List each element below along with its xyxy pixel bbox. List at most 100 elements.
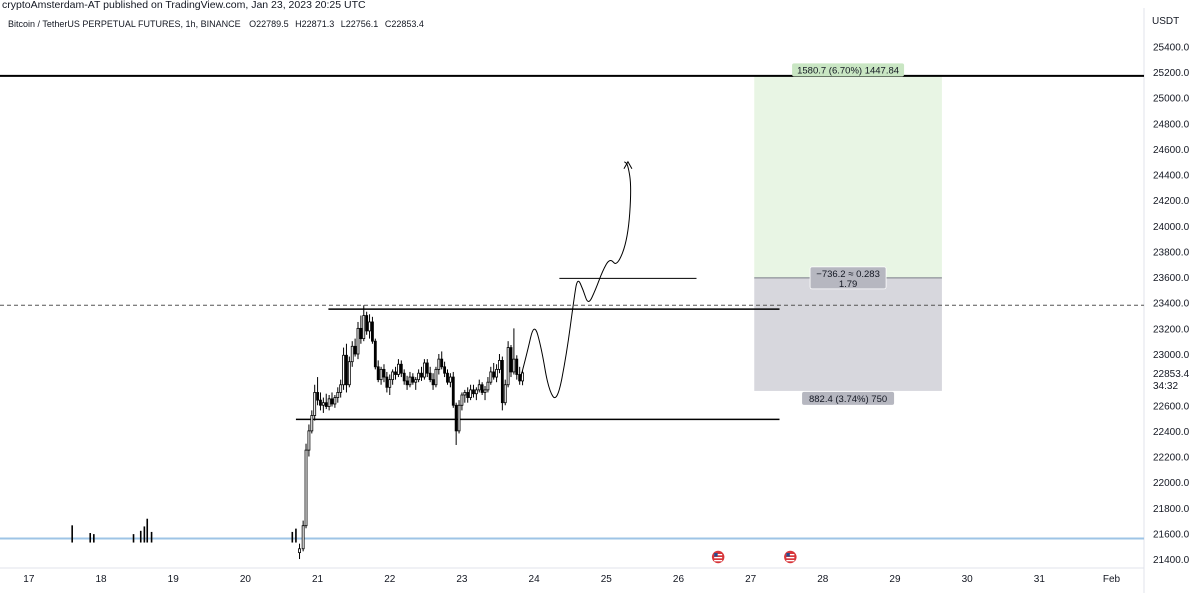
- candle[interactable]: [371, 316, 374, 344]
- candle[interactable]: [483, 386, 487, 401]
- candle[interactable]: [460, 392, 464, 411]
- candle[interactable]: [492, 362, 496, 380]
- candle[interactable]: [301, 520, 305, 552]
- candle[interactable]: [422, 359, 426, 380]
- horizontal-lines[interactable]: [0, 74, 1144, 540]
- candle[interactable]: [368, 314, 371, 339]
- candle[interactable]: [313, 384, 317, 421]
- candle[interactable]: [486, 377, 490, 393]
- candle[interactable]: [342, 347, 345, 390]
- candle-body: [327, 398, 331, 407]
- candle[interactable]: [425, 359, 429, 378]
- candle[interactable]: [480, 382, 484, 396]
- candle[interactable]: [437, 353, 441, 375]
- loss-zone[interactable]: [754, 277, 942, 391]
- candle[interactable]: [350, 341, 354, 367]
- candle[interactable]: [397, 359, 400, 378]
- candle[interactable]: [414, 377, 418, 390]
- candle[interactable]: [336, 387, 340, 403]
- candle[interactable]: [391, 369, 395, 385]
- candle[interactable]: [298, 543, 301, 560]
- candle[interactable]: [327, 395, 331, 411]
- candle[interactable]: [382, 364, 386, 383]
- candle[interactable]: [388, 374, 392, 396]
- candle[interactable]: [356, 321, 360, 360]
- candle[interactable]: [463, 389, 467, 403]
- candle[interactable]: [500, 356, 504, 411]
- candle[interactable]: [448, 373, 452, 388]
- candle[interactable]: [472, 384, 475, 398]
- candle[interactable]: [512, 328, 516, 375]
- candle-body: [512, 358, 516, 373]
- candle[interactable]: [376, 360, 380, 383]
- candle[interactable]: [359, 315, 363, 344]
- candle[interactable]: [365, 311, 369, 335]
- candle[interactable]: [446, 369, 449, 385]
- candle[interactable]: [434, 366, 438, 388]
- candle[interactable]: [521, 370, 524, 386]
- candle[interactable]: [443, 361, 447, 378]
- candle[interactable]: [339, 379, 343, 398]
- us-flag-event-icon[interactable]: [710, 549, 726, 565]
- price-tick-label: 22400.0: [1153, 427, 1190, 438]
- candle[interactable]: [408, 371, 412, 388]
- candle-body: [394, 371, 397, 375]
- price-axis[interactable]: 21400.0 21600.0 21800.0 22000.0 22200.0 22400…: [1146, 42, 1198, 566]
- candle[interactable]: [518, 366, 522, 385]
- us-flag-event-icon[interactable]: [782, 549, 799, 565]
- candle[interactable]: [347, 356, 351, 388]
- candle[interactable]: [310, 410, 314, 434]
- position-tool[interactable]: [754, 75, 942, 391]
- candle[interactable]: [515, 355, 519, 380]
- candle[interactable]: [428, 366, 432, 383]
- projection-path[interactable]: [519, 161, 632, 399]
- candle[interactable]: [345, 343, 348, 393]
- candle[interactable]: [319, 392, 322, 411]
- candle[interactable]: [353, 338, 357, 357]
- candle-body: [408, 376, 412, 386]
- candle[interactable]: [474, 387, 478, 401]
- candle[interactable]: [495, 364, 498, 383]
- candle-body: [440, 358, 444, 368]
- candle[interactable]: [362, 305, 366, 342]
- candle[interactable]: [420, 366, 423, 381]
- volume-bar: [139, 530, 142, 543]
- candle[interactable]: [498, 353, 501, 374]
- candle[interactable]: [506, 341, 510, 388]
- candle[interactable]: [411, 373, 415, 385]
- profit-zone[interactable]: [754, 75, 942, 278]
- candle-body: [457, 404, 461, 432]
- candle[interactable]: [477, 379, 481, 393]
- candle[interactable]: [304, 443, 308, 529]
- candle[interactable]: [402, 369, 406, 385]
- candle[interactable]: [457, 400, 461, 434]
- candle[interactable]: [431, 373, 435, 390]
- candle[interactable]: [466, 387, 470, 403]
- candle[interactable]: [399, 360, 403, 378]
- last-price-label: 22853.4: [1153, 369, 1190, 380]
- candle[interactable]: [373, 338, 377, 370]
- candle[interactable]: [451, 371, 455, 408]
- candle[interactable]: [417, 369, 421, 383]
- candle[interactable]: [503, 379, 507, 406]
- candle[interactable]: [321, 397, 325, 413]
- candle[interactable]: [489, 366, 493, 385]
- candle[interactable]: [440, 351, 444, 370]
- candle[interactable]: [454, 402, 458, 445]
- candlestick-series[interactable]: [298, 305, 524, 560]
- event-flags[interactable]: [710, 549, 799, 565]
- candle[interactable]: [316, 377, 319, 406]
- candle[interactable]: [509, 345, 513, 378]
- candle[interactable]: [324, 393, 328, 410]
- projection-drawing[interactable]: [519, 160, 633, 399]
- candle[interactable]: [394, 366, 397, 380]
- time-axis[interactable]: 17 18 19 20 21 22 23 24 25 26 27 28 29 30 31 Feb: [23, 574, 1120, 585]
- candle[interactable]: [307, 424, 311, 457]
- candle[interactable]: [379, 366, 383, 385]
- candle[interactable]: [385, 371, 389, 393]
- candle[interactable]: [333, 395, 337, 408]
- candle[interactable]: [469, 384, 473, 401]
- candle[interactable]: [405, 375, 409, 390]
- candle[interactable]: [330, 392, 334, 407]
